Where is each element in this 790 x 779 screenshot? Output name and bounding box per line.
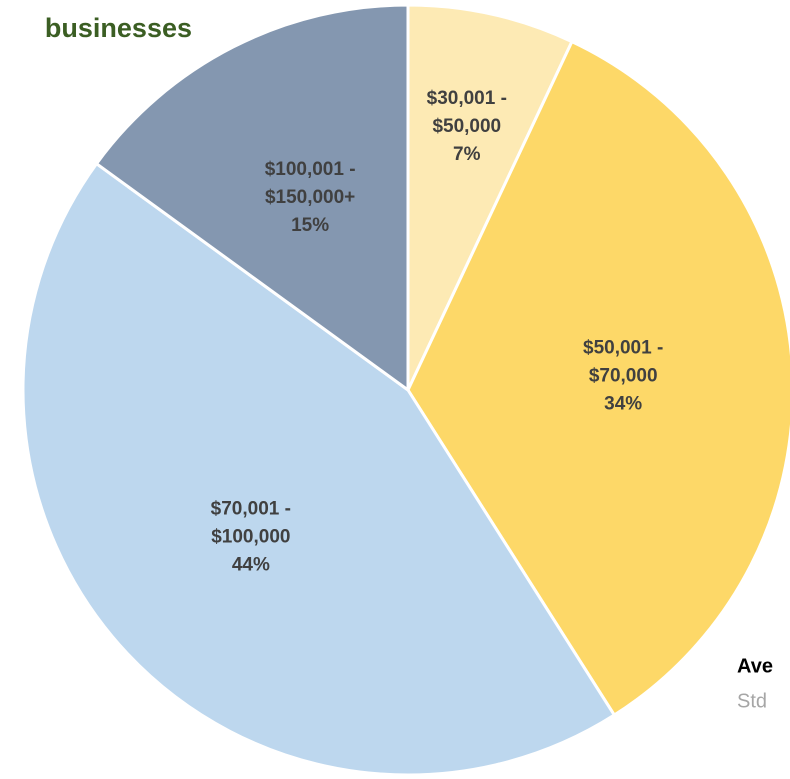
pie-slice <box>406 39 790 718</box>
annotation: Ave <box>737 655 773 677</box>
value-label: 7% <box>453 144 481 165</box>
slice-label: $50,001 - $70,000 34% <box>583 337 663 414</box>
category-label: $30,001 - <box>427 88 507 109</box>
slice-label: $30,001 - $50,000 7% <box>427 88 507 165</box>
category-label: $70,000 <box>589 365 658 386</box>
pie-slice <box>21 161 617 777</box>
value-label: 44% <box>232 555 270 576</box>
category-label: $70,001 - <box>211 499 291 520</box>
category-label: $50,000 <box>432 116 501 137</box>
value-label: 15% <box>291 215 329 236</box>
pie-slice <box>94 3 410 393</box>
category-label: $50,001 - <box>583 337 663 358</box>
pie-slice <box>406 3 574 391</box>
annotation: Std <box>737 690 767 712</box>
value-label: 34% <box>604 393 642 414</box>
chart-title: businesses <box>45 13 192 43</box>
category-label: $100,000 <box>211 527 290 548</box>
slice-label: $70,001 - $100,000 44% <box>211 499 291 576</box>
category-label: $100,001 - <box>265 159 356 180</box>
category-label: $150,000+ <box>265 187 355 208</box>
slice-label: $100,001 - $150,000+ 15% <box>265 159 356 236</box>
